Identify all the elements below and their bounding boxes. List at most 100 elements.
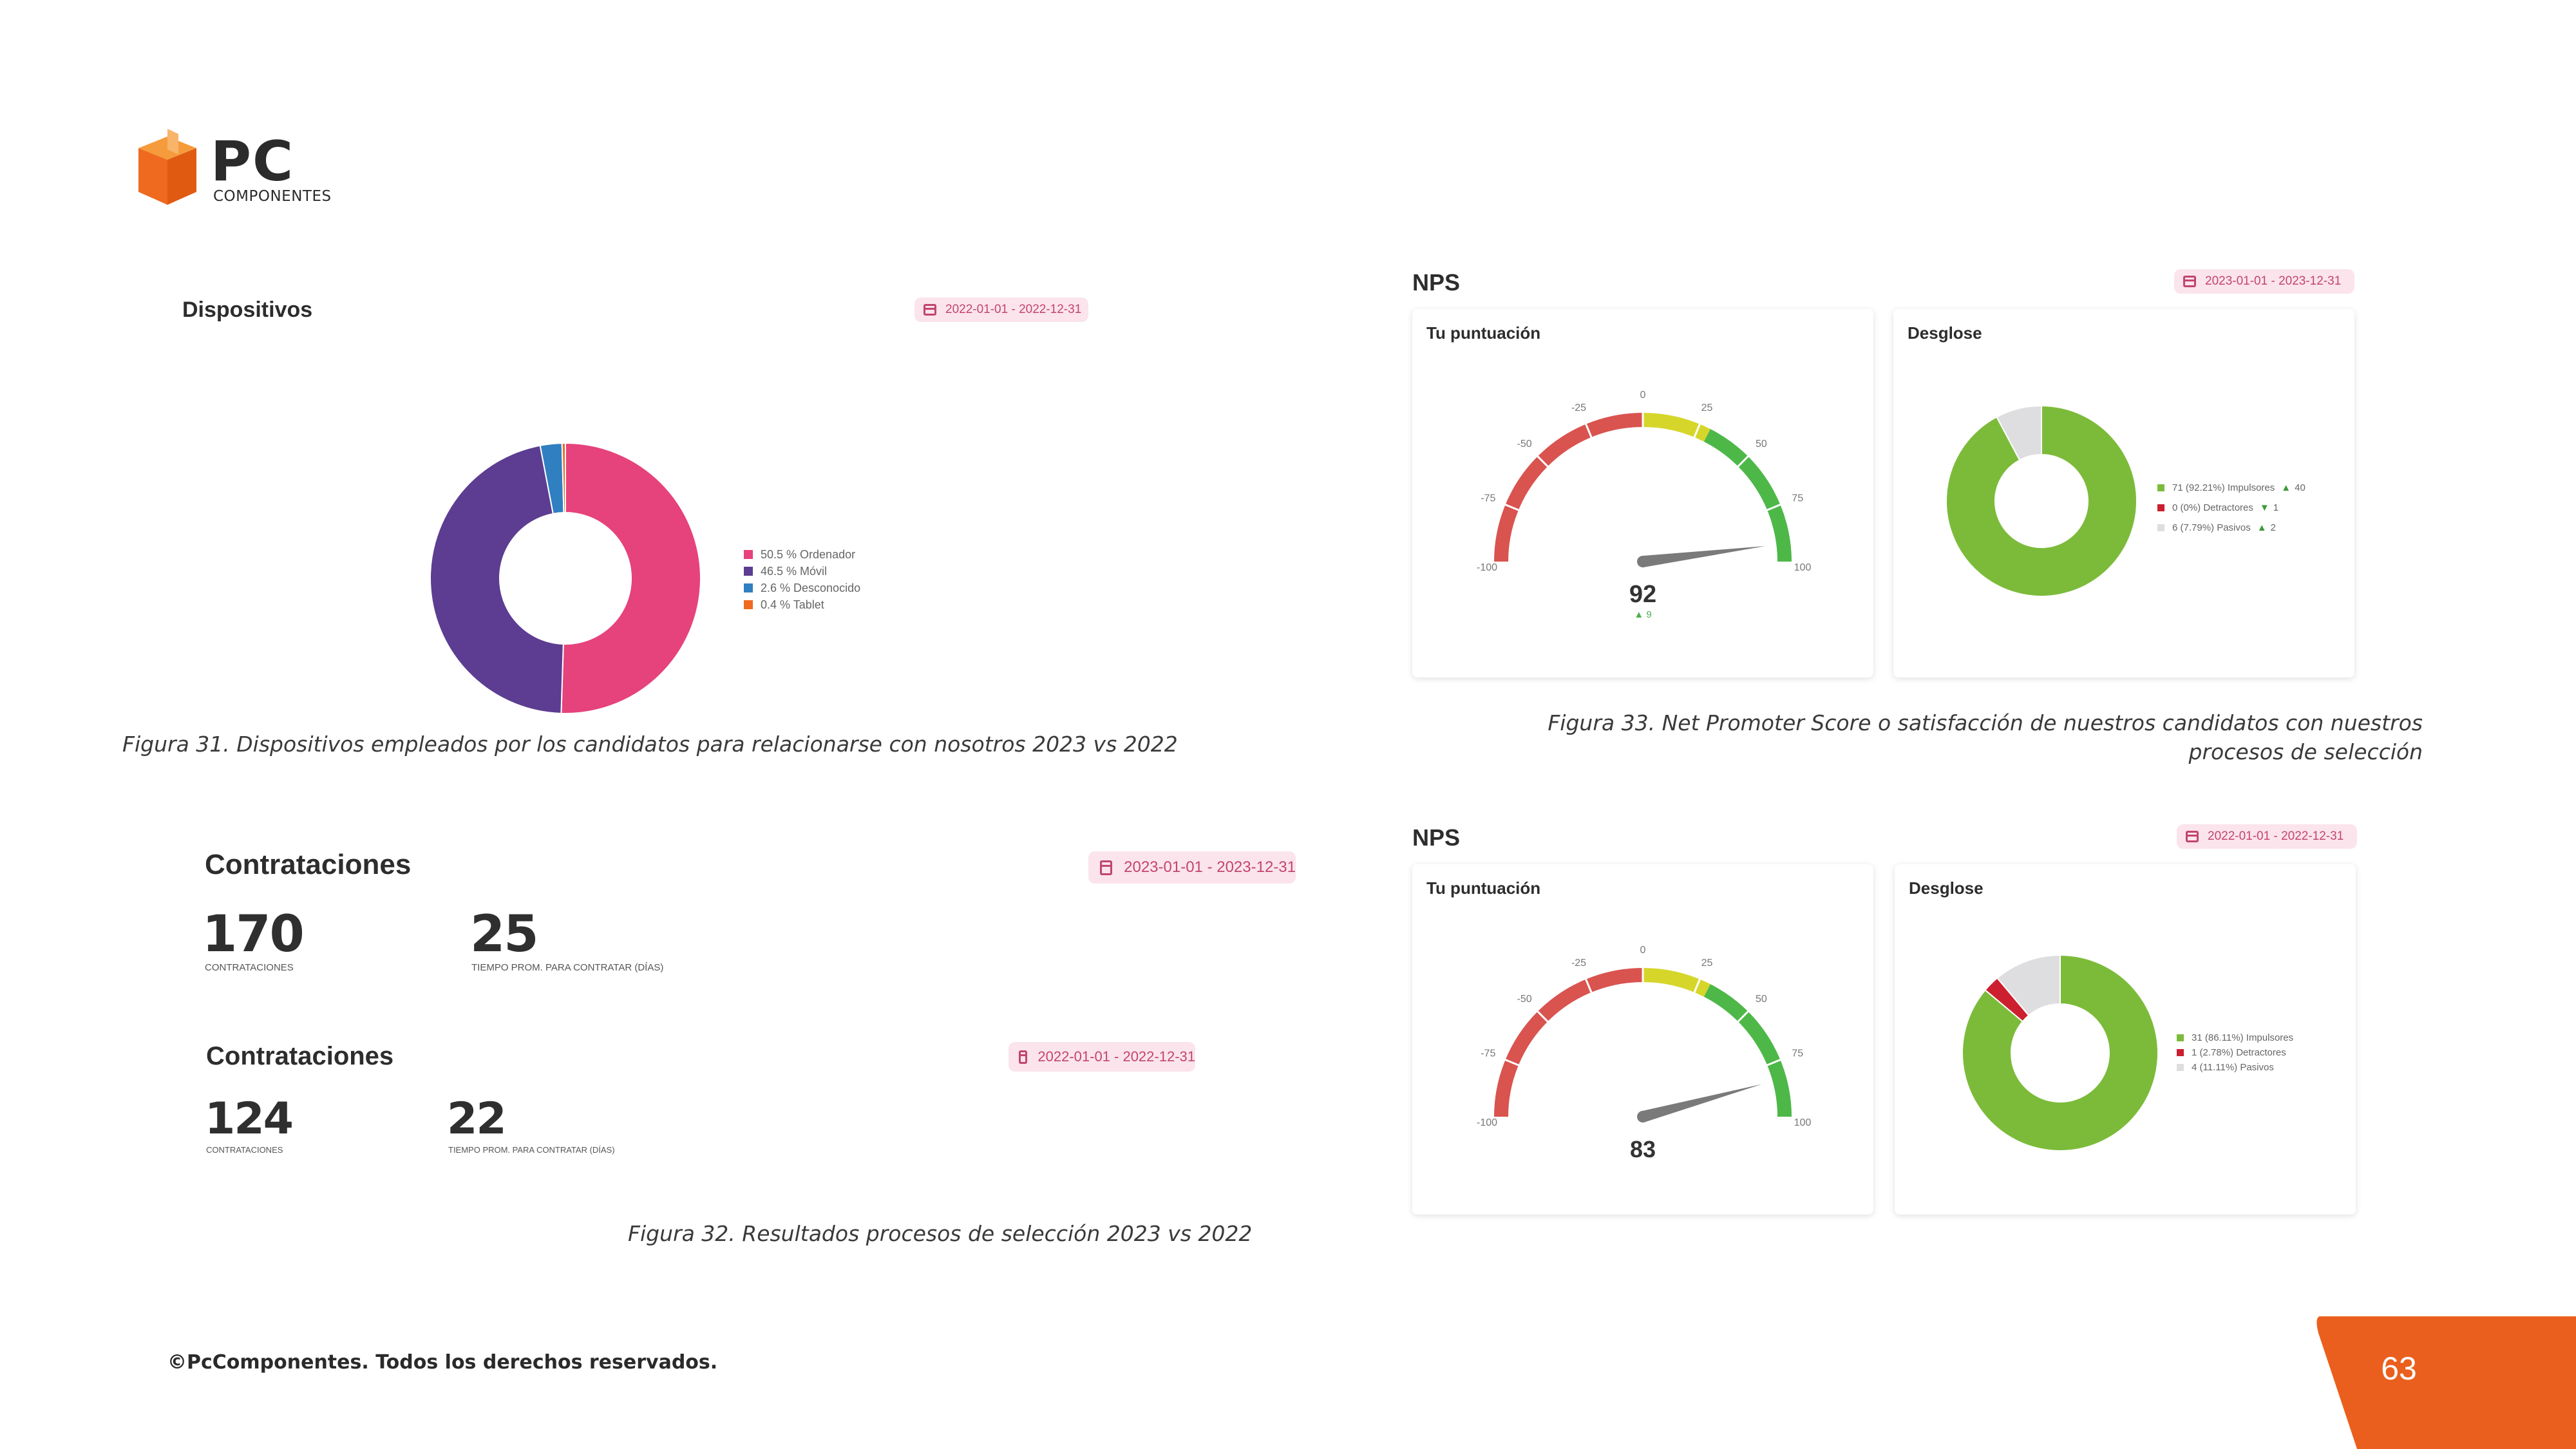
gauge-separator (1692, 978, 1701, 994)
gauge-separator (1584, 422, 1593, 439)
gauge-tick-label: -75 (1481, 493, 1495, 504)
contrataciones-2022-title: Contrataciones (206, 1042, 394, 1070)
hires-2023-value: 170 (202, 905, 305, 963)
nps-2022-breakdown-legend: 31 (86.11%) Impulsores 1 (2.78%) Detracto… (2177, 1030, 2293, 1075)
logo: PC COMPONENTES (132, 129, 345, 209)
trend-up-icon: ▲ (1634, 609, 1644, 620)
nps-2023-breakdown-legend: 71 (92.21%) Impulsores ▲ 40 0 (0%) Detracto… (2157, 478, 2306, 538)
gauge-needle (1641, 1084, 1763, 1122)
hires-2022-value: 124 (205, 1094, 294, 1144)
nps-2022-score-card: Tu puntuación -100 -75 -50 -25 0 25 50 75 100 83 (1412, 864, 1873, 1215)
legend-swatch (2157, 524, 2164, 531)
gauge-tick-label: 25 (1701, 402, 1713, 413)
gauge-separator (1736, 1010, 1750, 1023)
contrataciones-2022-date-pill: 2022-01-01 - 2022-12-31 (1009, 1042, 1195, 1072)
hires-2023-label: CONTRATACIONES (205, 962, 294, 973)
date-range-text: 2023-01-01 - 2023-12-31 (2205, 274, 2342, 288)
gauge-yellow-band (1642, 413, 1710, 442)
legend-swatch (744, 583, 753, 592)
legend-label: 50.5 % Ordenador (761, 547, 856, 561)
legend-delta: 2 (2270, 522, 2276, 533)
dispositivos-date-pill: 2022-01-01 - 2022-12-31 (914, 298, 1088, 322)
gauge-needle-hub (1637, 1111, 1649, 1122)
legend-item: 2.6 % Desconocido (744, 580, 860, 596)
legend-item: 46.5 % Móvil (744, 563, 860, 580)
legend-label: 4 (11.11%) Pasivos (2192, 1062, 2274, 1073)
date-range-text: 2022-01-01 - 2022-12-31 (2208, 829, 2344, 843)
gauge-tick-label: 100 (1794, 562, 1812, 573)
legend-item: 0.4 % Tablet (744, 596, 860, 613)
avg-time-2022-label: TIEMPO PROM. PARA CONTRATAR (DÍAS) (448, 1145, 615, 1155)
contrataciones-2023-title: Contrataciones (205, 849, 412, 880)
logo-box-icon (138, 129, 196, 205)
trend-up-icon: ▲ (2257, 522, 2267, 533)
gauge-separator (1504, 503, 1520, 512)
legend-label: 0 (0%) Detractores (2172, 502, 2253, 513)
donut-slice-móvil (430, 444, 564, 714)
delta-value: 9 (1646, 609, 1652, 620)
donut-slice-impulsores (1946, 404, 2137, 597)
gauge-separator (1765, 1058, 1782, 1067)
legend-item: 31 (86.11%) Impulsores (2177, 1030, 2293, 1045)
legend-swatch (2157, 504, 2164, 511)
legend-swatch (2177, 1034, 2184, 1041)
figure-32-caption: Figura 32. Resultados procesos de selecc… (628, 1221, 1253, 1246)
gauge-separator (1692, 422, 1701, 439)
legend-item: 6 (7.79%) Pasivos ▲ 2 (2157, 518, 2306, 538)
gauge-separator (1504, 1058, 1520, 1067)
nps-2023-breakdown-donut-chart (1946, 404, 2137, 597)
dispositivos-title: Dispositivos (182, 298, 313, 322)
legend-item: 1 (2.78%) Detractores (2177, 1045, 2293, 1060)
date-range-text: 2023-01-01 - 2023-12-31 (1124, 858, 1296, 876)
avg-time-2023-value: 25 (470, 905, 539, 963)
legend-label: 0.4 % Tablet (761, 598, 824, 611)
dispositivos-legend: 50.5 % Ordenador 46.5 % Móvil 2.6 % Descon… (744, 546, 860, 613)
trend-down-icon: ▼ (2259, 502, 2269, 513)
legend-label: 71 (92.21%) Impulsores (2172, 482, 2275, 493)
score-card-title: Tu puntuación (1426, 878, 1541, 898)
nps-2023-delta: ▲ 9 (1412, 609, 1873, 620)
gauge-tick-label: 25 (1701, 958, 1713, 969)
page-number: 63 (2381, 1350, 2417, 1387)
legend-item: 50.5 % Ordenador (744, 546, 860, 563)
legend-label: 46.5 % Móvil (761, 564, 828, 578)
gauge-tick-label: -75 (1481, 1048, 1495, 1059)
figure-31-caption: Figura 31. Dispositivos empleados por lo… (122, 732, 1178, 757)
gauge-green-band (1703, 984, 1792, 1117)
gauge-tick-label: -25 (1571, 958, 1586, 969)
breakdown-card-title: Desglose (1908, 323, 1982, 343)
avg-time-2022-value: 22 (447, 1094, 507, 1144)
nps-2023-title: NPS (1412, 269, 1461, 296)
nps-2023-gauge: -100 -75 -50 -25 0 25 50 75 100 (1477, 390, 1812, 573)
page-number-tab-shape (2316, 1316, 2576, 1449)
legend-label: 2.6 % Desconocido (761, 581, 861, 594)
legend-item: 0 (0%) Detractores ▼ 1 (2157, 498, 2306, 518)
donut-slice-ordenador (560, 442, 701, 714)
nps-2023-date-pill: 2023-01-01 - 2023-12-31 (2174, 269, 2354, 294)
donut-slice-pasivos (1996, 404, 2042, 461)
legend-delta: 1 (2273, 502, 2279, 513)
gauge-tick-label: -50 (1517, 439, 1532, 450)
gauge-tick-label: -50 (1517, 994, 1532, 1005)
legend-swatch (744, 550, 753, 559)
donut-slice-pasivos (1996, 954, 2061, 1017)
gauge-tick-label: 0 (1640, 945, 1646, 956)
hires-2022-label: CONTRATACIONES (206, 1145, 283, 1155)
legend-swatch (2157, 484, 2164, 491)
gauge-tick-label: 75 (1792, 1048, 1803, 1059)
calendar-icon (1019, 1050, 1028, 1064)
trend-up-icon: ▲ (2281, 482, 2291, 493)
gauge-separator (1584, 978, 1593, 994)
breakdown-card-title: Desglose (1909, 878, 1984, 898)
legend-item: 4 (11.11%) Pasivos (2177, 1060, 2293, 1075)
gauge-separator (1536, 455, 1549, 468)
gauge-yellow-band (1642, 968, 1710, 997)
gauge-separator (1736, 455, 1750, 468)
legend-delta: 40 (2295, 482, 2306, 493)
legend-label: 31 (86.11%) Impulsores (2192, 1032, 2294, 1043)
calendar-icon (2186, 831, 2199, 842)
gauge-tick-label: 0 (1640, 390, 1646, 401)
dispositivos-donut (430, 442, 701, 714)
nps-2022-breakdown-card: Desglose 31 (86.11%) Impulsores 1 (2.78%)… (1895, 864, 2356, 1215)
score-card-title: Tu puntuación (1426, 323, 1541, 343)
